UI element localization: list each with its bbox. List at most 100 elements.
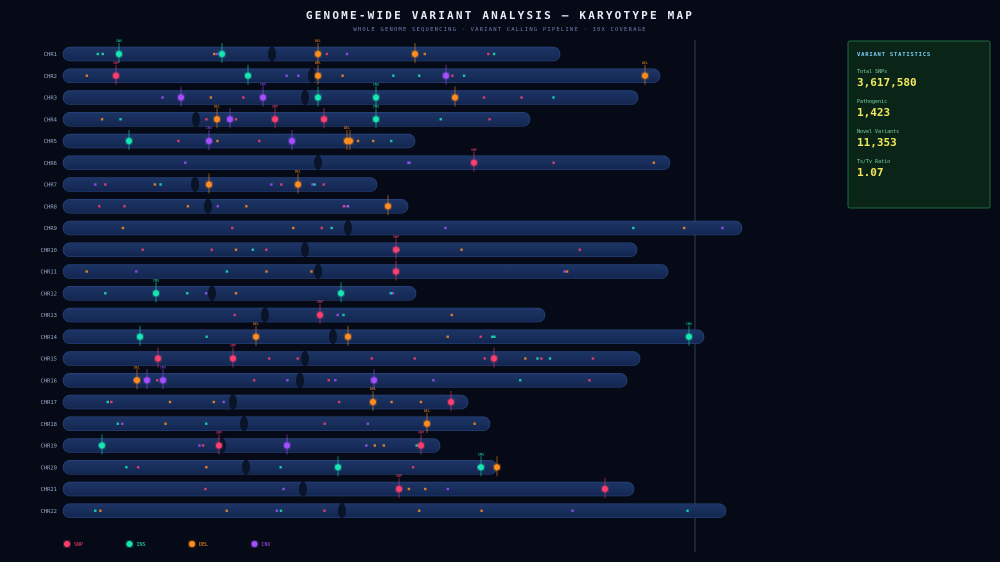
variant-dot <box>323 509 326 512</box>
variant-marker <box>371 377 377 384</box>
variant-dot <box>205 335 208 338</box>
variant-dot <box>222 400 225 404</box>
variant-dot <box>99 509 102 512</box>
variant-marker <box>295 181 301 188</box>
centromere <box>268 46 276 62</box>
legend-label: SNP <box>74 542 83 548</box>
variant-dot <box>201 444 205 447</box>
variant-marker <box>321 116 327 123</box>
centromere <box>261 307 269 323</box>
variant-dot <box>479 335 482 338</box>
variant-dot <box>292 226 295 230</box>
centromere <box>314 264 322 279</box>
chromosome-label: CHR19 <box>40 444 57 450</box>
chromosome-bar <box>62 111 531 127</box>
stat-value: 3,617,580 <box>857 76 917 89</box>
variant-marker <box>373 116 379 123</box>
variant-dot <box>280 183 283 186</box>
variant-marker <box>424 420 430 427</box>
chromosome-bar <box>62 264 669 279</box>
variant-dot <box>121 422 124 425</box>
variant-dot <box>439 118 442 121</box>
variant-marker <box>155 355 161 362</box>
variant-dot <box>487 52 490 56</box>
variant-dot <box>85 270 88 273</box>
variant-dot <box>571 509 574 512</box>
variant-dot <box>110 400 113 404</box>
variant-dot <box>482 96 486 99</box>
variant-marker <box>260 94 266 101</box>
variant-dot <box>285 74 288 77</box>
variant-dot <box>234 248 238 251</box>
variant-dot <box>286 379 289 382</box>
variant-dot <box>346 205 350 208</box>
variant-dot <box>536 357 539 360</box>
variant-dot <box>519 379 522 382</box>
variant-label: SNP <box>113 61 119 65</box>
variant-dot <box>341 74 344 77</box>
variant-dot <box>311 183 314 186</box>
variant-label: SNP <box>393 235 399 239</box>
centromere <box>204 198 212 214</box>
chromosome-label: CHR5 <box>44 139 57 145</box>
variant-dot <box>258 139 261 143</box>
variant-dot <box>520 96 523 99</box>
variant-dot <box>279 466 282 469</box>
variant-dot <box>204 292 208 295</box>
variant-marker <box>443 72 449 79</box>
stat-value: 11,353 <box>857 136 897 149</box>
variant-dot <box>310 270 313 273</box>
variant-label: SNP <box>396 474 402 478</box>
chromosome-label: CHR4 <box>44 117 58 123</box>
variant-marker <box>230 355 236 362</box>
variant-marker <box>418 442 424 449</box>
variant-marker <box>134 377 140 384</box>
variant-marker <box>216 442 222 449</box>
variant-marker <box>113 72 119 79</box>
variant-dot <box>330 226 333 230</box>
chromosome-label: CHR17 <box>40 400 57 406</box>
legend-swatch <box>126 541 133 547</box>
variant-marker <box>227 116 233 123</box>
variant-marker <box>471 159 477 166</box>
variant-marker <box>393 268 399 275</box>
chromosome-bar <box>62 394 469 410</box>
variant-dot <box>418 74 421 77</box>
variant-dot <box>460 248 463 251</box>
variant-dot <box>252 379 256 382</box>
variant-dot <box>121 226 125 230</box>
legend-label: INS <box>137 542 146 548</box>
variant-dot <box>373 444 376 447</box>
panel-box <box>847 40 991 209</box>
variant-dot <box>483 357 486 360</box>
variant-marker <box>452 94 458 101</box>
variant-label: INS <box>153 278 159 282</box>
variant-marker <box>245 72 251 79</box>
variant-marker <box>686 333 692 340</box>
variant-dot <box>632 226 635 230</box>
variant-label: CNV <box>160 365 167 369</box>
variant-dot <box>488 118 491 121</box>
variant-dot <box>721 226 724 230</box>
centromere <box>314 155 322 171</box>
centromere <box>229 394 237 410</box>
variant-dot <box>168 400 172 404</box>
variant-dot <box>565 270 569 273</box>
variant-dot <box>493 335 496 338</box>
chromosome-label: CHR7 <box>44 183 57 189</box>
variant-marker <box>370 399 376 405</box>
variant-dot <box>548 357 552 360</box>
variant-marker <box>116 51 122 57</box>
variant-dot <box>342 205 346 208</box>
variant-dot <box>136 466 140 469</box>
variant-dot <box>686 509 689 512</box>
variant-marker <box>272 116 278 123</box>
chromosome-label: CHR12 <box>40 291 57 297</box>
variant-dot <box>424 487 427 491</box>
chromosome-bar <box>62 438 441 453</box>
variant-marker <box>153 290 159 297</box>
variant-dot <box>450 313 454 317</box>
chromosome-bar <box>62 177 378 192</box>
variant-dot <box>563 270 566 273</box>
